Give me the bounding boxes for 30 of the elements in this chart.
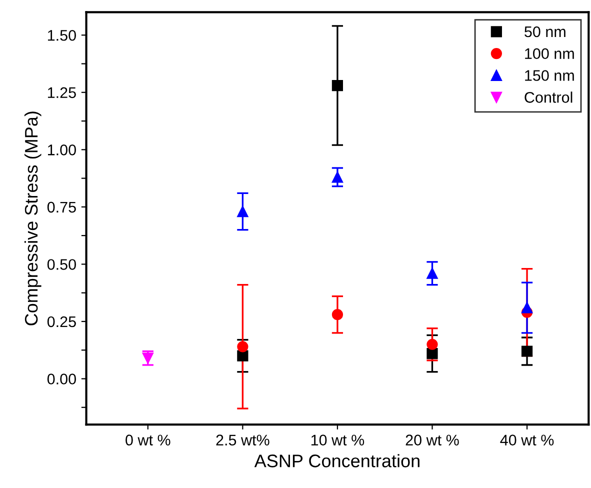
point [426,338,438,350]
x-tick-label: 10 wt % [311,434,364,446]
y-tick-label: 0.25 [47,316,76,328]
x-tick-label: 40 wt % [500,434,554,446]
y-tick-label: 0.50 [47,259,76,270]
point [237,206,248,218]
y-axis-title: Compressive Stress (MPa) [24,112,42,326]
x-tick-label: 2.5 wt% [216,434,270,446]
x-tick-label: 20 wt % [406,434,459,446]
x-axis-title: ASNP Concentration [254,454,420,468]
point [521,302,533,314]
x-tick-label: 0 wt % [126,434,170,446]
point [142,352,154,364]
point [426,268,438,279]
legend-label: 150 nm [525,70,574,81]
y-tick-label: 1.25 [48,87,76,98]
legend-label: 100 nm [525,48,574,60]
point [332,80,344,92]
y-tick-label: 0.00 [47,374,76,384]
y-tick-label: 1.50 [48,30,76,41]
point [332,309,344,320]
point [332,172,344,183]
y-tick-label: 0.75 [47,202,76,213]
point [237,341,248,352]
y-tick-label: 1.00 [48,144,76,156]
legend-label: Control [524,92,572,103]
point [426,348,438,360]
point [521,346,533,357]
point [237,350,248,362]
legend-label: 50 nm [524,26,566,38]
